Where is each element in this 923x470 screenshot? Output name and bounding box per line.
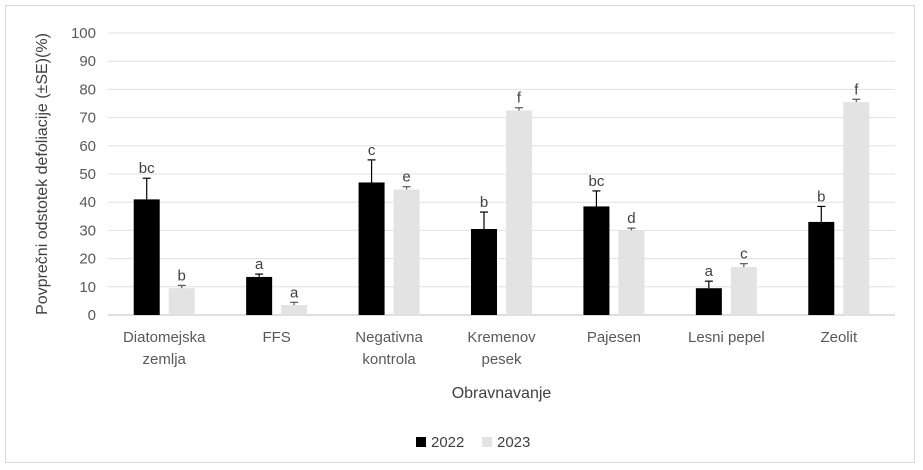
data-label: a	[290, 284, 299, 301]
x-tick-label: zemlja	[143, 351, 187, 368]
x-tick-label: Lesni pepel	[688, 329, 765, 346]
legend-swatch-2023	[482, 437, 492, 447]
x-tick-label: Pajesen	[587, 329, 641, 346]
bar-2023	[506, 110, 532, 315]
x-tick-label: Negativna	[355, 329, 423, 346]
data-label: b	[480, 194, 488, 211]
y-tick-label: 50	[79, 166, 96, 183]
bar-2023	[168, 288, 195, 315]
bar-2023	[843, 102, 870, 315]
bar-2022	[471, 228, 497, 315]
bar-2023	[393, 189, 420, 315]
x-tick-label: pesek	[481, 351, 522, 368]
data-label: bc	[139, 160, 155, 177]
x-tick-label: Zeolit	[820, 329, 858, 346]
data-label: a	[255, 256, 264, 273]
bar-2022	[583, 206, 610, 315]
data-label: f	[854, 81, 859, 98]
y-tick-label: 40	[79, 194, 96, 211]
data-label: b	[817, 188, 825, 205]
data-label: c	[368, 142, 376, 159]
y-tick-label: 20	[79, 251, 96, 268]
x-tick-label: Diatomejska	[123, 329, 206, 346]
y-tick-label: 30	[79, 222, 96, 239]
x-tick-label: kontrola	[362, 351, 416, 368]
y-tick-label: 80	[79, 81, 96, 98]
bar-2022	[358, 182, 385, 315]
bar-2023	[730, 267, 757, 315]
x-tick-label: Kremenov	[467, 329, 536, 346]
bar-2022	[246, 276, 273, 315]
bar-2022	[808, 221, 835, 315]
data-label: b	[178, 267, 186, 284]
data-label: c	[740, 246, 748, 263]
y-tick-label: 100	[71, 25, 96, 42]
y-tick-label: 70	[79, 110, 96, 127]
legend-swatch-2022	[416, 437, 426, 447]
bar-2022	[695, 288, 722, 315]
y-tick-label: 90	[79, 53, 96, 70]
data-label: bc	[589, 173, 605, 190]
data-label: a	[705, 263, 714, 280]
legend-label-2023: 2023	[497, 434, 530, 451]
y-tick-label: 0	[88, 307, 96, 324]
x-tick-label: FFS	[262, 329, 290, 346]
bar-2022	[133, 199, 160, 315]
bar-2023	[281, 305, 308, 315]
data-label: f	[517, 90, 522, 107]
y-axis-title: Povprečni odstotek defoliacije (±SE)(%)	[34, 33, 51, 315]
data-label: e	[402, 169, 410, 186]
legend-label-2022: 2022	[431, 434, 464, 451]
y-tick-label: 10	[79, 279, 96, 296]
x-axis-title: Obravnavanje	[452, 385, 552, 402]
y-tick-label: 60	[79, 138, 96, 155]
data-label: d	[627, 210, 635, 227]
bar-2023	[618, 230, 645, 315]
